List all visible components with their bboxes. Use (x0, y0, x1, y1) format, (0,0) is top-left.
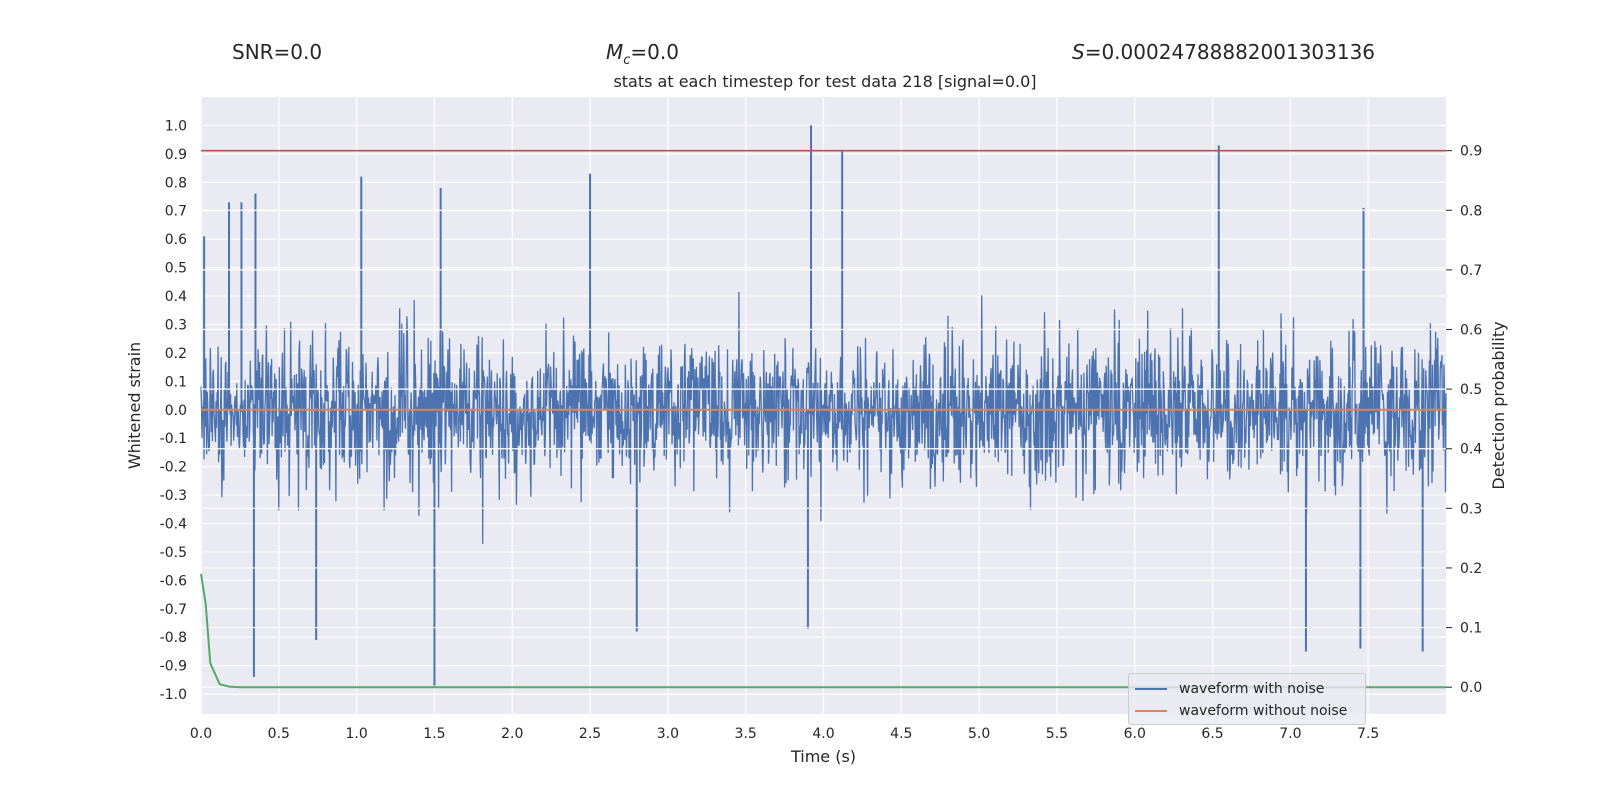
legend: waveform with noise waveform without noi… (1128, 673, 1366, 725)
x-tick: 1.0 (345, 726, 367, 742)
x-tick: 1.5 (423, 726, 445, 742)
y-tick-right: 0.4 (1460, 442, 1482, 458)
y-tick-left: 0.2 (165, 346, 187, 362)
x-tick: 2.5 (579, 726, 601, 742)
y-tick-right: 0.5 (1460, 382, 1482, 398)
x-tick: 4.0 (812, 726, 834, 742)
y-tick-right: 0.0 (1460, 680, 1482, 696)
y-tick-left: 0.7 (165, 204, 187, 220)
x-tick: 6.5 (1201, 726, 1223, 742)
y-tick-left: -0.3 (160, 488, 187, 504)
y-tick-left: 0.8 (165, 175, 187, 191)
y-tick-left: -0.9 (160, 659, 187, 675)
x-tick: 0.0 (190, 726, 212, 742)
series-detection-probability (200, 573, 1446, 689)
y-tick-left: 0.1 (165, 374, 187, 390)
legend-swatch-noise (1135, 688, 1167, 690)
y-tick-right: 0.2 (1460, 561, 1482, 577)
legend-label-clean: waveform without noise (1179, 703, 1348, 719)
x-tick: 5.0 (968, 726, 990, 742)
legend-swatch-clean (1135, 710, 1167, 712)
y-tick-right: 0.7 (1460, 263, 1482, 279)
y-tick-left: 0.4 (165, 289, 187, 305)
y-tick-right: 0.9 (1460, 144, 1482, 160)
chirp-mass-label: Mc=0.0 (606, 40, 679, 68)
y-tick-left: -0.1 (160, 431, 187, 447)
y-tick-left: 0.9 (165, 147, 187, 163)
y-tick-left: -0.6 (160, 573, 187, 589)
x-tick: 4.5 (890, 726, 912, 742)
x-tick: 7.5 (1357, 726, 1379, 742)
mc-subscript: c (623, 53, 631, 68)
x-tick: 6.0 (1124, 726, 1146, 742)
y-tick-right: 0.3 (1460, 501, 1482, 517)
legend-entry-clean: waveform without noise (1135, 701, 1347, 721)
y-tick-left: -0.7 (160, 602, 187, 618)
x-tick: 7.0 (1279, 726, 1301, 742)
y-tick-left: 0.3 (165, 317, 187, 333)
x-tick: 5.5 (1046, 726, 1068, 742)
y-tick-left: 1.0 (165, 118, 187, 134)
x-tick: 2.0 (501, 726, 523, 742)
legend-entry-noise: waveform with noise (1135, 679, 1324, 699)
y-tick-right: 0.8 (1460, 203, 1482, 219)
s-symbol: S (1072, 40, 1085, 64)
mc-value: =0.0 (630, 40, 679, 64)
y-tick-left: 0.6 (165, 232, 187, 248)
s-value: =0.00024788882001303136 (1084, 40, 1376, 64)
legend-label-noise: waveform with noise (1179, 681, 1325, 697)
y-tick-left: 0.0 (165, 403, 187, 419)
y-tick-right: 0.6 (1460, 322, 1482, 338)
x-tick: 3.5 (735, 726, 757, 742)
series-waveform-with-noise (200, 291, 1447, 544)
y-tick-left: -0.8 (160, 630, 187, 646)
y-axis-label-left: Whitened strain (125, 342, 144, 469)
s-statistic-label: S=0.00024788882001303136 (1072, 40, 1375, 64)
x-axis-label: Time (s) (790, 747, 856, 766)
y-tick-left: -0.4 (160, 516, 187, 532)
snr-label: SNR=0.0 (232, 40, 323, 64)
y-axis-label-right: Detection probability (1489, 321, 1508, 489)
y-tick-left: 0.5 (165, 261, 187, 277)
chart-title: stats at each timestep for test data 218… (613, 72, 1037, 91)
y-tick-left: -0.2 (160, 460, 187, 476)
mc-symbol: M (606, 40, 624, 64)
y-tick-right: 0.1 (1460, 621, 1482, 637)
y-tick-left: -0.5 (160, 545, 187, 561)
y-tick-left: -1.0 (160, 687, 187, 703)
x-tick: 0.5 (268, 726, 290, 742)
x-tick: 3.0 (657, 726, 679, 742)
